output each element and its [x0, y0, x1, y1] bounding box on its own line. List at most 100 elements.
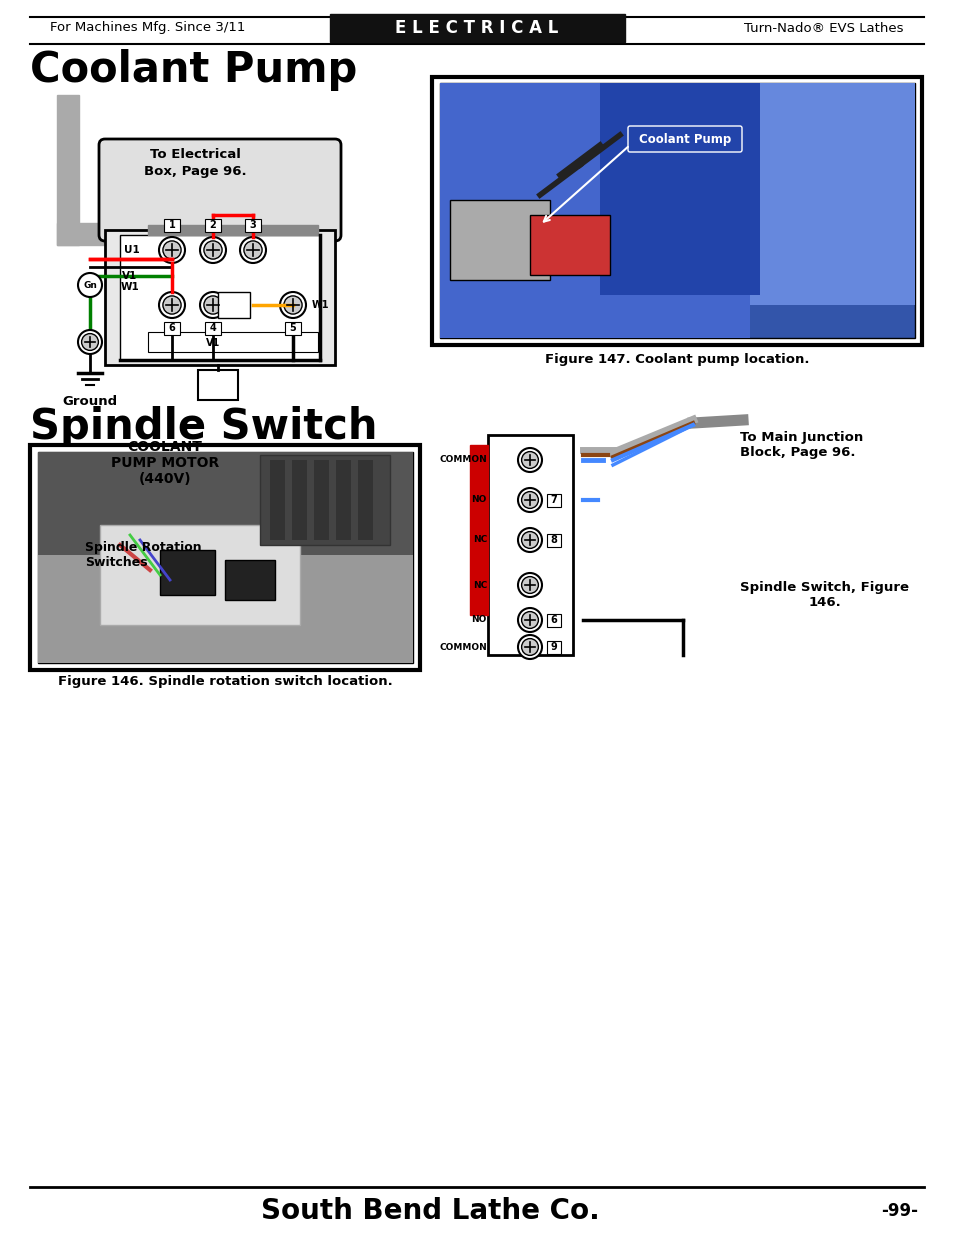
Text: COMMON: COMMON	[438, 456, 486, 464]
Bar	[160, 550, 214, 595]
Circle shape	[78, 330, 102, 354]
Circle shape	[521, 452, 537, 468]
Text: To Main Junction
Block, Page 96.: To Main Junction Block, Page 96.	[740, 431, 862, 459]
Bar	[546, 494, 560, 506]
Text: Coolant Pump: Coolant Pump	[30, 49, 357, 91]
Text: U1: U1	[124, 245, 140, 254]
Bar	[439, 83, 914, 338]
Circle shape	[521, 531, 537, 548]
Circle shape	[200, 237, 226, 263]
Text: -99-: -99-	[881, 1202, 918, 1220]
Bar	[432, 77, 921, 345]
Text: Spindle Switch: Spindle Switch	[30, 406, 377, 448]
Bar	[546, 641, 560, 653]
Bar	[599, 83, 760, 295]
Text: NO: NO	[471, 615, 486, 625]
Bar	[225, 559, 274, 600]
Bar	[148, 332, 317, 352]
Circle shape	[244, 241, 262, 259]
Circle shape	[521, 611, 537, 629]
Bar	[100, 525, 299, 625]
Bar	[38, 452, 413, 555]
Text: Figure 147. Coolant pump location.: Figure 147. Coolant pump location.	[544, 352, 808, 366]
Circle shape	[280, 291, 306, 317]
Bar	[57, 224, 177, 245]
Text: Coolant Pump: Coolant Pump	[639, 132, 730, 146]
Text: South Bend Lathe Co.: South Bend Lathe Co.	[260, 1197, 598, 1225]
Text: 6: 6	[550, 615, 557, 625]
Text: NC: NC	[473, 580, 486, 589]
Text: 5: 5	[290, 324, 296, 333]
Text: NC: NC	[473, 536, 486, 545]
Bar	[488, 435, 573, 655]
Circle shape	[284, 296, 302, 314]
FancyBboxPatch shape	[99, 140, 340, 241]
FancyBboxPatch shape	[627, 126, 741, 152]
Text: 2: 2	[210, 220, 216, 230]
Circle shape	[82, 333, 98, 351]
Text: 4: 4	[210, 324, 216, 333]
Bar	[314, 459, 329, 540]
Bar	[148, 225, 317, 235]
Text: 3: 3	[250, 220, 256, 230]
Text: Box, Page 96.: Box, Page 96.	[144, 164, 246, 178]
Bar	[198, 370, 237, 400]
Bar	[164, 321, 180, 335]
Circle shape	[163, 296, 181, 314]
Text: Spindle Switch, Figure
146.: Spindle Switch, Figure 146.	[740, 580, 908, 609]
Bar	[330, 14, 624, 42]
Bar	[120, 235, 319, 359]
Bar	[30, 445, 419, 671]
Circle shape	[517, 635, 541, 659]
Text: V1: V1	[122, 270, 137, 282]
Bar	[285, 321, 301, 335]
Text: E L E C T R I C A L: E L E C T R I C A L	[395, 19, 558, 37]
Circle shape	[240, 237, 266, 263]
Bar	[270, 459, 285, 540]
Circle shape	[159, 237, 185, 263]
Text: W1: W1	[120, 282, 139, 291]
Bar	[245, 219, 261, 231]
Bar	[205, 321, 221, 335]
Text: 8: 8	[550, 535, 557, 545]
Circle shape	[521, 638, 537, 656]
Circle shape	[517, 608, 541, 632]
Text: 7: 7	[550, 495, 557, 505]
Circle shape	[517, 529, 541, 552]
Bar	[38, 452, 413, 663]
Text: COOLANT
PUMP MOTOR
(440V): COOLANT PUMP MOTOR (440V)	[111, 440, 219, 487]
Circle shape	[204, 296, 222, 314]
Circle shape	[163, 241, 181, 259]
Circle shape	[521, 577, 537, 593]
Text: Spindle Rotation
Switches: Spindle Rotation Switches	[85, 541, 201, 569]
Bar	[357, 459, 373, 540]
Text: Gn: Gn	[83, 280, 97, 289]
Circle shape	[159, 291, 185, 317]
Text: W1: W1	[312, 300, 329, 310]
Text: Figure 146. Spindle rotation switch location.: Figure 146. Spindle rotation switch loca…	[57, 676, 392, 688]
Bar	[546, 614, 560, 626]
Bar	[470, 445, 488, 615]
Bar	[439, 83, 749, 338]
Text: 6: 6	[169, 324, 175, 333]
Circle shape	[521, 492, 537, 509]
Text: Ground: Ground	[62, 395, 117, 408]
Bar	[335, 459, 351, 540]
Text: 9: 9	[550, 642, 557, 652]
Text: Turn-Nado® EVS Lathes: Turn-Nado® EVS Lathes	[743, 21, 903, 35]
Bar	[749, 83, 914, 305]
Bar	[105, 230, 335, 366]
Bar	[38, 452, 413, 663]
Circle shape	[517, 448, 541, 472]
Bar	[260, 454, 390, 545]
Text: To Electrical: To Electrical	[150, 148, 240, 162]
Text: For Machines Mfg. Since 3/11: For Machines Mfg. Since 3/11	[50, 21, 245, 35]
Text: 1: 1	[169, 220, 175, 230]
Bar	[530, 215, 609, 275]
Circle shape	[78, 273, 102, 296]
Bar	[218, 291, 250, 317]
Circle shape	[517, 488, 541, 513]
Circle shape	[204, 241, 222, 259]
Bar	[57, 95, 79, 245]
Bar	[450, 200, 550, 280]
